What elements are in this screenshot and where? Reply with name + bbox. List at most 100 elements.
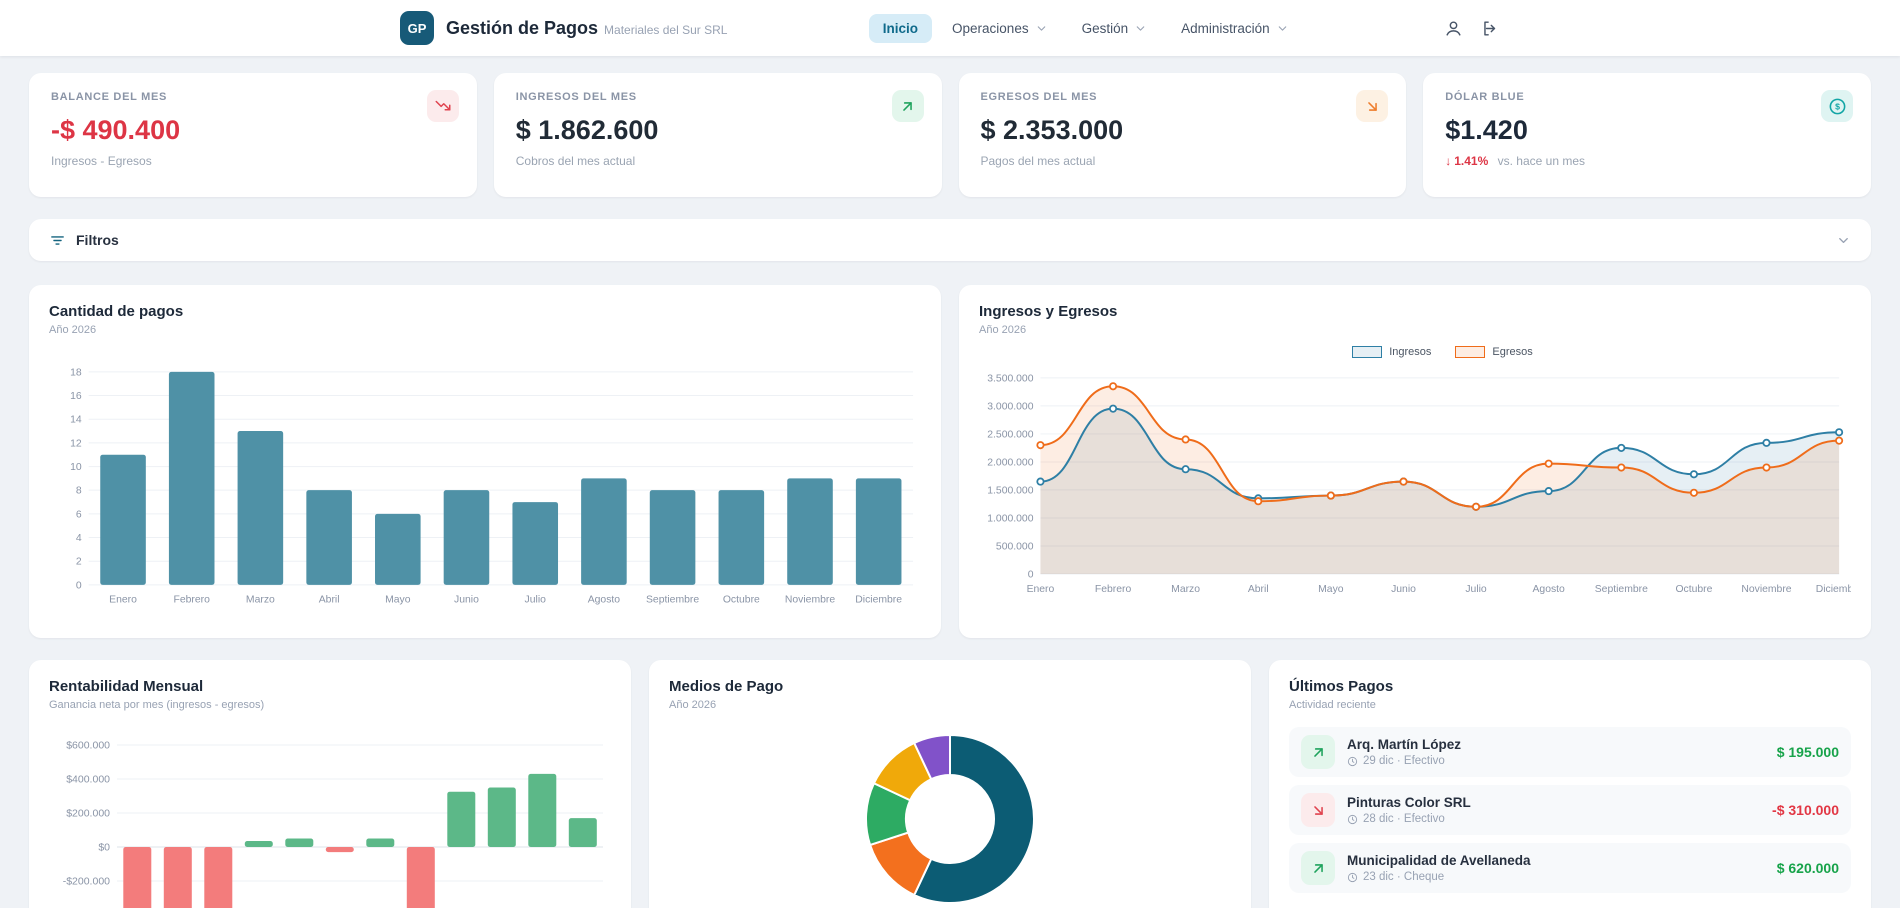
- payment-meta: 28 dic · Efectivo: [1363, 813, 1445, 825]
- nav-item-gestin[interactable]: Gestión: [1068, 14, 1162, 43]
- payment-info: Pinturas Color SRL 28 dic · Efectivo: [1347, 795, 1471, 825]
- nav-item-operaciones[interactable]: Operaciones: [938, 14, 1062, 43]
- svg-text:Noviembre: Noviembre: [1741, 584, 1791, 595]
- clock-icon: [1347, 872, 1358, 883]
- svg-text:6: 6: [76, 509, 82, 520]
- rentabilidad-card: Rentabilidad Mensual Ganancia neta por m…: [29, 660, 631, 908]
- legend-swatch: [1455, 346, 1486, 358]
- arrow-down-icon: ↓: [1445, 154, 1452, 168]
- filters-bar[interactable]: Filtros: [29, 219, 1871, 261]
- arrow-down-right-icon: [1301, 793, 1335, 827]
- chevron-down-icon: [1037, 25, 1045, 31]
- svg-text:$200.000: $200.000: [66, 808, 110, 820]
- svg-text:Julio: Julio: [1465, 584, 1487, 595]
- stat-card-0: BALANCE DEL MES -$ 490.400 Ingresos - Egre…: [29, 73, 477, 197]
- stat-label: EGRESOS DEL MES: [980, 91, 1098, 103]
- svg-text:Mayo: Mayo: [385, 595, 411, 606]
- chevron-down-icon: [1278, 25, 1286, 31]
- legend-label: Egresos: [1492, 346, 1533, 358]
- app-header: GP Gestión de Pagos Materiales del Sur SR…: [0, 0, 1900, 56]
- card-subtitle: Actividad reciente: [1289, 699, 1376, 711]
- svg-text:Mayo: Mayo: [1318, 584, 1344, 595]
- legend-label: Ingresos: [1389, 346, 1432, 358]
- chevron-down-icon[interactable]: [1836, 233, 1851, 248]
- trending-down-icon: [426, 90, 459, 122]
- svg-text:0: 0: [76, 580, 82, 591]
- svg-text:500.000: 500.000: [996, 541, 1034, 552]
- svg-text:3.500.000: 3.500.000: [987, 373, 1033, 384]
- legend-item-ingresos[interactable]: Ingresos: [1352, 346, 1431, 358]
- payment-name: Municipalidad de Avellaneda: [1347, 853, 1531, 868]
- clock-icon: [1347, 814, 1358, 825]
- svg-text:Agosto: Agosto: [588, 595, 621, 606]
- svg-text:Marzo: Marzo: [1171, 584, 1200, 595]
- stat-sub-text: Cobros del mes actual: [515, 154, 636, 168]
- app-title: Gestión de Pagos: [446, 17, 599, 38]
- payment-amount: -$ 310.000: [1772, 802, 1839, 818]
- filters-label: Filtros: [76, 232, 119, 248]
- nav-item-administracin[interactable]: Administración: [1167, 14, 1303, 43]
- payment-name: Pinturas Color SRL: [1347, 795, 1471, 810]
- arrow-up-right-icon: [1301, 851, 1335, 885]
- stat-label: INGRESOS DEL MES: [515, 91, 637, 103]
- svg-text:3.000.000: 3.000.000: [987, 401, 1033, 412]
- medios-pago-chart: [865, 733, 1035, 904]
- payment-meta: 23 dic · Cheque: [1363, 871, 1445, 883]
- dollar-circle-icon: $: [1821, 90, 1853, 122]
- legend-item-egresos[interactable]: Egresos: [1455, 346, 1533, 358]
- payment-row: Pinturas Color SRL 28 dic · Efectivo -$ 31…: [1289, 785, 1851, 835]
- chart-title: Ingresos y Egresos: [979, 303, 1118, 320]
- ingresos-egresos-card: Ingresos y Egresos Año 2026 Ingresos Egre…: [959, 285, 1871, 638]
- payment-amount: $ 195.000: [1776, 744, 1839, 760]
- stat-label: BALANCE DEL MES: [51, 91, 168, 103]
- svg-text:$: $: [1835, 101, 1840, 111]
- stat-sub: Pagos del mes actual: [981, 154, 1385, 168]
- svg-text:Junio: Junio: [454, 595, 479, 606]
- svg-text:4: 4: [76, 533, 82, 544]
- svg-text:8: 8: [76, 486, 82, 497]
- stat-value: $ 1.862.600: [515, 115, 659, 145]
- payment-name: Arq. Martín López: [1347, 737, 1461, 752]
- svg-text:2.500.000: 2.500.000: [987, 429, 1033, 440]
- svg-text:Enero: Enero: [1027, 584, 1055, 595]
- logout-icon[interactable]: [1481, 19, 1500, 38]
- legend-swatch: [1352, 346, 1383, 358]
- chart-title: Medios de Pago: [669, 678, 784, 695]
- payment-meta: 29 dic · Efectivo: [1363, 755, 1445, 767]
- card-title: Últimos Pagos: [1289, 678, 1394, 695]
- stat-sub: Cobros del mes actual: [516, 154, 920, 168]
- svg-text:Julio: Julio: [525, 595, 547, 606]
- payment-row: Municipalidad de Avellaneda 23 dic · Cheq…: [1289, 843, 1851, 893]
- payment-row: Arq. Martín López 29 dic · Efectivo $ 195.…: [1289, 727, 1851, 777]
- chart-subtitle: Ganancia neta por mes (ingresos - egreso…: [49, 699, 265, 711]
- charts-row: Cantidad de pagos Año 2026 0 2 4 6 8 10 12 14 16…: [29, 285, 1871, 638]
- stat-card-1: INGRESOS DEL MES $ 1.862.600 Cobros del me…: [493, 73, 942, 197]
- brand: GP Gestión de Pagos Materiales del Sur SR…: [400, 11, 727, 45]
- arrow-up-right-icon: [891, 90, 924, 122]
- stat-sub-text: Ingresos - Egresos: [51, 154, 152, 168]
- svg-text:Diciembre: Diciembre: [855, 595, 902, 606]
- chart-subtitle: Año 2026: [979, 324, 1027, 336]
- arrow-up-right-icon: [1301, 735, 1335, 769]
- app-logo: GP: [400, 11, 434, 45]
- company-name: Materiales del Sur SRL: [604, 22, 728, 37]
- chart-subtitle: Año 2026: [49, 324, 97, 336]
- svg-text:Febrero: Febrero: [1095, 584, 1132, 595]
- svg-text:1.000.000: 1.000.000: [987, 513, 1033, 524]
- main-nav: Inicio Operaciones Gestión Administración: [868, 13, 1303, 43]
- dashboard: BALANCE DEL MES -$ 490.400 Ingresos - Egre…: [29, 73, 1871, 908]
- ultimos-pagos-card: Últimos Pagos Actividad reciente Arq. Ma…: [1269, 660, 1871, 908]
- change-value: 1.41%: [1454, 154, 1489, 168]
- svg-text:16: 16: [70, 391, 82, 402]
- svg-text:18: 18: [70, 367, 82, 378]
- user-icon[interactable]: [1444, 19, 1463, 38]
- clock-icon: [1347, 756, 1358, 767]
- chart-title: Cantidad de pagos: [49, 303, 184, 320]
- chart-subtitle: Año 2026: [669, 699, 717, 711]
- svg-text:$400.000: $400.000: [66, 774, 110, 786]
- svg-text:Abril: Abril: [319, 595, 340, 606]
- nav-item-inicio[interactable]: Inicio: [868, 13, 933, 43]
- svg-text:2.000.000: 2.000.000: [987, 457, 1033, 468]
- svg-text:10: 10: [70, 462, 82, 473]
- svg-text:$0: $0: [98, 842, 110, 854]
